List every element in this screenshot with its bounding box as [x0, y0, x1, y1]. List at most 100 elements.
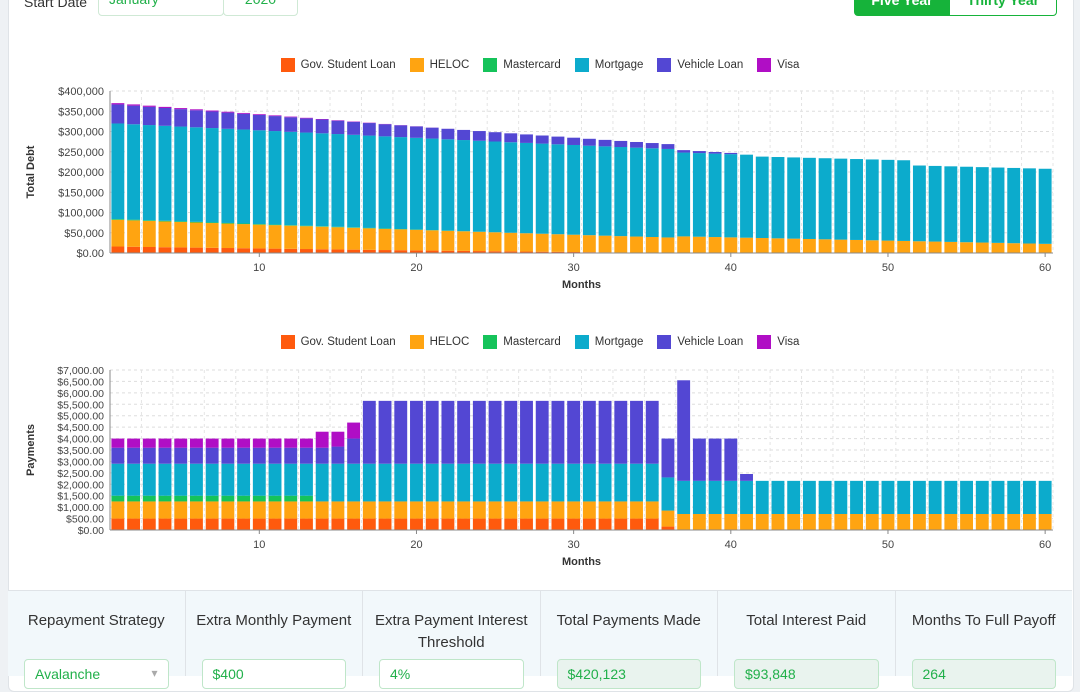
bar-segment[interactable]: [441, 401, 454, 464]
bar-segment[interactable]: [709, 514, 722, 530]
bar-segment[interactable]: [206, 111, 219, 112]
bar-segment[interactable]: [441, 501, 454, 518]
bar-segment[interactable]: [300, 519, 313, 530]
bar-segment[interactable]: [473, 131, 486, 141]
bar-segment[interactable]: [850, 481, 863, 514]
bar-segment[interactable]: [127, 519, 140, 530]
bar-segment[interactable]: [599, 501, 612, 518]
bar-segment[interactable]: [111, 220, 124, 247]
legend-item[interactable]: Gov. Student Loan: [281, 335, 396, 349]
bar-segment[interactable]: [190, 222, 203, 223]
bar-segment[interactable]: [599, 146, 612, 235]
bar-segment[interactable]: [787, 481, 800, 514]
bar-segment[interactable]: [473, 141, 486, 232]
bar-segment[interactable]: [772, 157, 785, 238]
bar-segment[interactable]: [127, 448, 140, 464]
bar-segment[interactable]: [992, 514, 1005, 530]
bar-segment[interactable]: [614, 401, 627, 464]
bar-segment[interactable]: [174, 221, 187, 222]
bar-segment[interactable]: [551, 137, 564, 145]
bar-segment[interactable]: [630, 519, 643, 530]
bar-segment[interactable]: [237, 113, 250, 114]
bar-segment[interactable]: [599, 236, 612, 253]
bar-segment[interactable]: [206, 111, 219, 128]
bar-segment[interactable]: [520, 134, 533, 143]
bar-segment[interactable]: [206, 519, 219, 530]
bar-segment[interactable]: [143, 501, 156, 518]
bar-segment[interactable]: [740, 514, 753, 530]
bar-segment[interactable]: [237, 439, 250, 448]
bar-segment[interactable]: [661, 477, 674, 510]
bar-segment[interactable]: [1023, 244, 1036, 253]
bar-segment[interactable]: [897, 514, 910, 530]
legend-item[interactable]: Visa: [757, 58, 799, 72]
bar-segment[interactable]: [567, 145, 580, 235]
bar-segment[interactable]: [284, 249, 297, 253]
bar-segment[interactable]: [740, 155, 753, 238]
bar-segment[interactable]: [331, 464, 344, 502]
legend-item[interactable]: HELOC: [410, 58, 470, 72]
bar-segment[interactable]: [583, 146, 596, 236]
bar-segment[interactable]: [284, 132, 297, 225]
bar-segment[interactable]: [174, 448, 187, 464]
bar-segment[interactable]: [1039, 481, 1052, 514]
bar-segment[interactable]: [882, 160, 895, 241]
bar-segment[interactable]: [221, 129, 234, 223]
bar-segment[interactable]: [567, 519, 580, 530]
bar-segment[interactable]: [143, 448, 156, 464]
bar-segment[interactable]: [489, 401, 502, 464]
bar-segment[interactable]: [284, 519, 297, 530]
bar-segment[interactable]: [347, 423, 360, 439]
bar-segment[interactable]: [111, 123, 124, 219]
bar-segment[interactable]: [159, 448, 172, 464]
bar-segment[interactable]: [410, 401, 423, 464]
bar-segment[interactable]: [394, 519, 407, 530]
bar-segment[interactable]: [206, 248, 219, 253]
bar-segment[interactable]: [803, 158, 816, 239]
bar-segment[interactable]: [111, 501, 124, 518]
bar-segment[interactable]: [379, 124, 392, 136]
bar-segment[interactable]: [111, 219, 124, 220]
bar-segment[interactable]: [363, 464, 376, 502]
bar-segment[interactable]: [441, 129, 454, 140]
bar-segment[interactable]: [127, 106, 140, 125]
bar-segment[interactable]: [237, 114, 250, 130]
bar-segment[interactable]: [111, 448, 124, 464]
bar-segment[interactable]: [646, 148, 659, 237]
bar-segment[interactable]: [111, 519, 124, 530]
bar-segment[interactable]: [206, 496, 219, 502]
bar-segment[interactable]: [347, 501, 360, 518]
bar-segment[interactable]: [127, 124, 140, 219]
bar-segment[interactable]: [614, 519, 627, 530]
bar-segment[interactable]: [143, 519, 156, 530]
bar-segment[interactable]: [159, 501, 172, 518]
bar-segment[interactable]: [206, 439, 219, 448]
bar-segment[interactable]: [269, 501, 282, 518]
bar-segment[interactable]: [520, 143, 533, 233]
bar-segment[interactable]: [253, 519, 266, 530]
bar-segment[interactable]: [913, 514, 926, 530]
bar-segment[interactable]: [724, 439, 737, 481]
bar-segment[interactable]: [300, 501, 313, 518]
bar-segment[interactable]: [913, 166, 926, 242]
bar-segment[interactable]: [363, 136, 376, 228]
bar-segment[interactable]: [111, 104, 124, 123]
bar-segment[interactable]: [551, 144, 564, 234]
bar-segment[interactable]: [394, 401, 407, 464]
bar-segment[interactable]: [614, 501, 627, 518]
bar-segment[interactable]: [929, 481, 942, 514]
bar-segment[interactable]: [992, 481, 1005, 514]
bar-segment[interactable]: [944, 242, 957, 253]
bar-segment[interactable]: [850, 514, 863, 530]
bar-segment[interactable]: [300, 496, 313, 502]
bar-segment[interactable]: [206, 223, 219, 248]
bar-segment[interactable]: [772, 238, 785, 253]
bar-segment[interactable]: [489, 142, 502, 233]
bar-segment[interactable]: [897, 241, 910, 253]
bar-segment[interactable]: [174, 222, 187, 247]
bar-segment[interactable]: [331, 121, 344, 134]
bar-segment[interactable]: [551, 464, 564, 502]
bar-segment[interactable]: [221, 519, 234, 530]
bar-segment[interactable]: [190, 496, 203, 502]
bar-segment[interactable]: [159, 519, 172, 530]
